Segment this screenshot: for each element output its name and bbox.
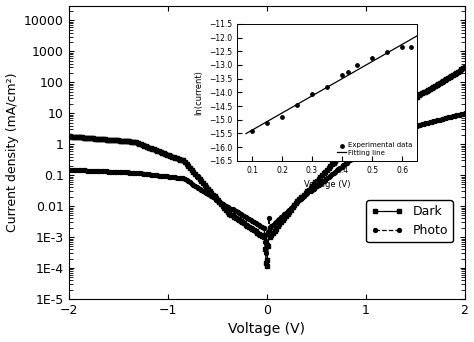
Photo — [424, 121, 430, 125]
Photo — [76, 168, 82, 172]
Photo — [462, 111, 467, 115]
Photo — [259, 225, 265, 229]
Photo — [264, 251, 269, 255]
Fitting line — [289, 105, 294, 109]
Dark — [462, 65, 467, 69]
Experimental data — [338, 73, 346, 78]
Line: Fitting line: Fitting line — [246, 36, 417, 134]
Legend: Experimental data, Fitting line: Experimental data, Fitting line — [336, 141, 414, 157]
Experimental data — [383, 49, 391, 55]
Y-axis label: Current density (mA/cm²): Current density (mA/cm²) — [6, 73, 18, 232]
Line: Photo: Photo — [67, 111, 466, 255]
Y-axis label: ln(current): ln(current) — [194, 70, 203, 115]
Dark — [76, 135, 82, 139]
X-axis label: Voltage (V): Voltage (V) — [304, 180, 350, 189]
Dark — [209, 190, 214, 195]
Fitting line — [400, 42, 405, 46]
Experimental data — [344, 69, 352, 74]
Photo — [209, 194, 214, 198]
Experimental data — [398, 44, 406, 49]
Experimental data — [353, 62, 361, 68]
Fitting line — [275, 113, 281, 117]
Experimental data — [308, 91, 316, 97]
Fitting line — [414, 34, 420, 38]
Line: Dark: Dark — [67, 66, 466, 267]
Fitting line — [406, 39, 411, 43]
Photo — [262, 240, 268, 244]
Dark — [213, 196, 219, 200]
Experimental data — [323, 84, 331, 89]
Experimental data — [293, 102, 301, 107]
Dark — [66, 134, 72, 139]
Photo — [66, 168, 72, 172]
Experimental data — [248, 129, 256, 134]
Experimental data — [263, 120, 271, 126]
Fitting line — [250, 128, 256, 132]
Dark — [259, 234, 265, 238]
X-axis label: Voltage (V): Voltage (V) — [228, 323, 305, 337]
Dark — [264, 264, 270, 268]
Experimental data — [407, 45, 415, 50]
Photo — [213, 197, 219, 201]
Fitting line — [254, 126, 259, 130]
Experimental data — [278, 114, 286, 119]
Fitting line — [243, 132, 249, 136]
Experimental data — [368, 56, 376, 61]
Dark — [262, 247, 268, 251]
Dark — [424, 89, 430, 93]
Legend: Dark, Photo: Dark, Photo — [366, 200, 453, 242]
